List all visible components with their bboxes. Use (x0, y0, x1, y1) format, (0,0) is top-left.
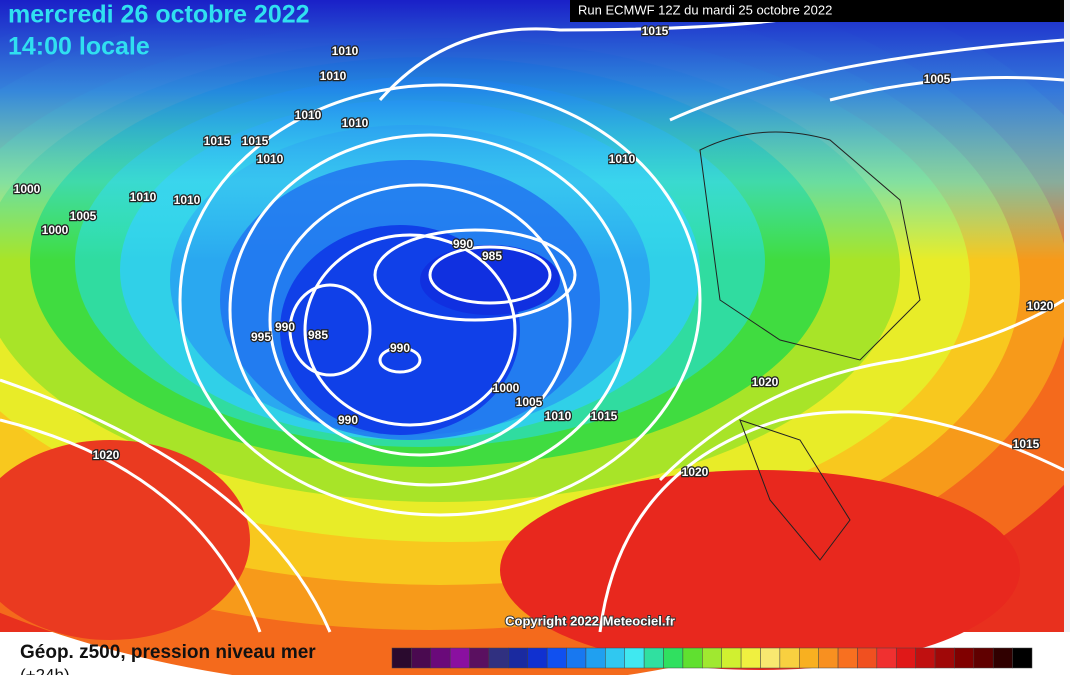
scale-swatch (721, 647, 742, 669)
isobar-label: 1020 (1027, 299, 1054, 313)
isobar-label: 1020 (682, 465, 709, 479)
scale-swatch (915, 647, 936, 669)
scale-swatch (643, 647, 664, 669)
caption: Géop. z500, pression niveau mer (20, 642, 316, 663)
isobar-label: 1010 (295, 108, 322, 122)
isobar-label: 1010 (320, 69, 347, 83)
scale-swatch (391, 647, 412, 669)
scale-swatch (527, 647, 548, 669)
scale-swatch (837, 647, 858, 669)
isobar-label: 1020 (93, 448, 120, 462)
scale-swatch (430, 647, 451, 669)
isobar-label: 1020 (752, 375, 779, 389)
isobar-label: 985 (308, 328, 328, 342)
time-title: 14:00 locale (8, 33, 150, 61)
scale-swatch (779, 647, 800, 669)
scale-swatch (876, 647, 897, 669)
isobar-label: 985 (482, 249, 502, 263)
isobar-label: 1010 (342, 116, 369, 130)
isobars (0, 18, 1065, 633)
isobar-label: 990 (338, 413, 358, 427)
isobar-label: 1010 (130, 190, 157, 204)
isobar-label: 1010 (332, 44, 359, 58)
scale-swatch (954, 647, 975, 669)
isobar-label: 1000 (42, 223, 69, 237)
scale-swatch (488, 647, 509, 669)
isobar-label: 1010 (545, 409, 572, 423)
step: (+24h) (20, 665, 70, 675)
scale-swatch (546, 647, 567, 669)
isobar-label: 990 (453, 237, 473, 251)
copyright: Copyright 2022 Meteociel.fr (505, 613, 675, 628)
scale-swatch (992, 647, 1013, 669)
date-title: mercredi 26 octobre 2022 (8, 1, 310, 29)
isobar-label: 995 (251, 330, 271, 344)
isobar-label: 1015 (1013, 437, 1040, 451)
isobar-label: 1015 (242, 134, 269, 148)
isobar-label: 990 (390, 341, 410, 355)
isobar-label: 1005 (924, 72, 951, 86)
scale-swatch (799, 647, 819, 669)
scale-swatch (605, 647, 625, 669)
scale-swatch (585, 647, 606, 669)
run-info: Run ECMWF 12Z du mardi 25 octobre 2022 (578, 2, 832, 17)
isobar-label: 1015 (642, 24, 669, 38)
scale-swatch (682, 647, 703, 669)
isobar-label: 1000 (14, 182, 41, 196)
scale-swatch (760, 647, 781, 669)
scale-swatch (895, 647, 916, 669)
isobar-label: 1000 (493, 381, 520, 395)
scale-swatch (818, 647, 839, 669)
isobar-label: 1010 (609, 152, 636, 166)
scale-swatch (934, 647, 955, 669)
scale-swatch (1012, 647, 1033, 669)
scale-swatch (411, 647, 432, 669)
scale-swatch (740, 647, 761, 669)
scale-swatch (663, 647, 684, 669)
isobar-label: 1010 (257, 152, 284, 166)
isobar-label: 1015 (591, 409, 618, 423)
isobar-label: 1015 (204, 134, 231, 148)
scale-swatch (449, 647, 470, 669)
isobar-label: 990 (275, 320, 295, 334)
scale-swatch (973, 647, 994, 669)
scale-swatch (857, 647, 878, 669)
color-scale (391, 647, 1033, 669)
isobar-label: 1005 (70, 209, 97, 223)
scale-swatch (469, 647, 490, 669)
scale-swatch (624, 647, 645, 669)
scale-swatch (566, 647, 587, 669)
isobar-label: 1005 (516, 395, 543, 409)
scale-swatch (702, 647, 722, 669)
scale-swatch (508, 647, 529, 669)
isobar-label: 1010 (174, 193, 201, 207)
